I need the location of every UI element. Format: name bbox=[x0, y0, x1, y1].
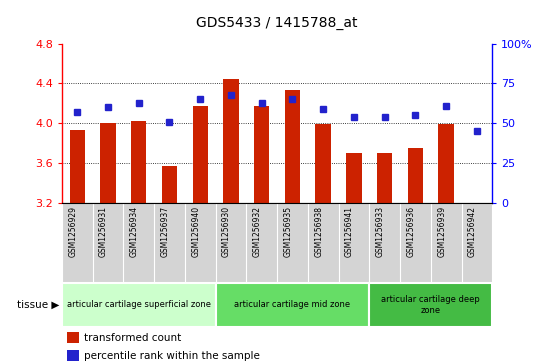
Text: articular cartilage mid zone: articular cartilage mid zone bbox=[235, 301, 350, 309]
Text: GSM1256941: GSM1256941 bbox=[345, 206, 354, 257]
Bar bbox=[346, 153, 362, 203]
Bar bbox=[162, 166, 177, 203]
Bar bbox=[315, 125, 331, 203]
Bar bbox=[408, 148, 423, 203]
Text: GSM1256936: GSM1256936 bbox=[406, 206, 415, 257]
Bar bbox=[369, 283, 492, 327]
Text: GDS5433 / 1415788_at: GDS5433 / 1415788_at bbox=[196, 16, 358, 30]
Bar bbox=[67, 350, 79, 361]
Bar bbox=[254, 106, 270, 203]
Text: GSM1256940: GSM1256940 bbox=[191, 206, 200, 257]
Text: GSM1256937: GSM1256937 bbox=[160, 206, 169, 257]
Bar bbox=[62, 283, 216, 327]
Bar bbox=[100, 123, 116, 203]
Text: GSM1256938: GSM1256938 bbox=[314, 206, 323, 257]
Text: articular cartilage superficial zone: articular cartilage superficial zone bbox=[67, 301, 211, 309]
Text: GSM1256939: GSM1256939 bbox=[437, 206, 446, 257]
Text: GSM1256934: GSM1256934 bbox=[130, 206, 139, 257]
Bar bbox=[67, 332, 79, 343]
Text: percentile rank within the sample: percentile rank within the sample bbox=[84, 351, 260, 361]
Text: GSM1256935: GSM1256935 bbox=[284, 206, 293, 257]
Bar bbox=[223, 79, 239, 203]
Text: transformed count: transformed count bbox=[84, 333, 182, 343]
Text: GSM1256930: GSM1256930 bbox=[222, 206, 231, 257]
Bar bbox=[438, 125, 454, 203]
Bar bbox=[193, 106, 208, 203]
Bar bbox=[131, 121, 146, 203]
Text: GSM1256933: GSM1256933 bbox=[376, 206, 385, 257]
Text: GSM1256932: GSM1256932 bbox=[253, 206, 261, 257]
Bar bbox=[285, 90, 300, 203]
Text: GSM1256942: GSM1256942 bbox=[468, 206, 477, 257]
Bar bbox=[69, 130, 85, 203]
Text: GSM1256931: GSM1256931 bbox=[99, 206, 108, 257]
Bar bbox=[377, 153, 392, 203]
Text: GSM1256929: GSM1256929 bbox=[68, 206, 77, 257]
Text: articular cartilage deep
zone: articular cartilage deep zone bbox=[381, 295, 480, 315]
Text: tissue ▶: tissue ▶ bbox=[17, 300, 59, 310]
Bar bbox=[216, 283, 369, 327]
